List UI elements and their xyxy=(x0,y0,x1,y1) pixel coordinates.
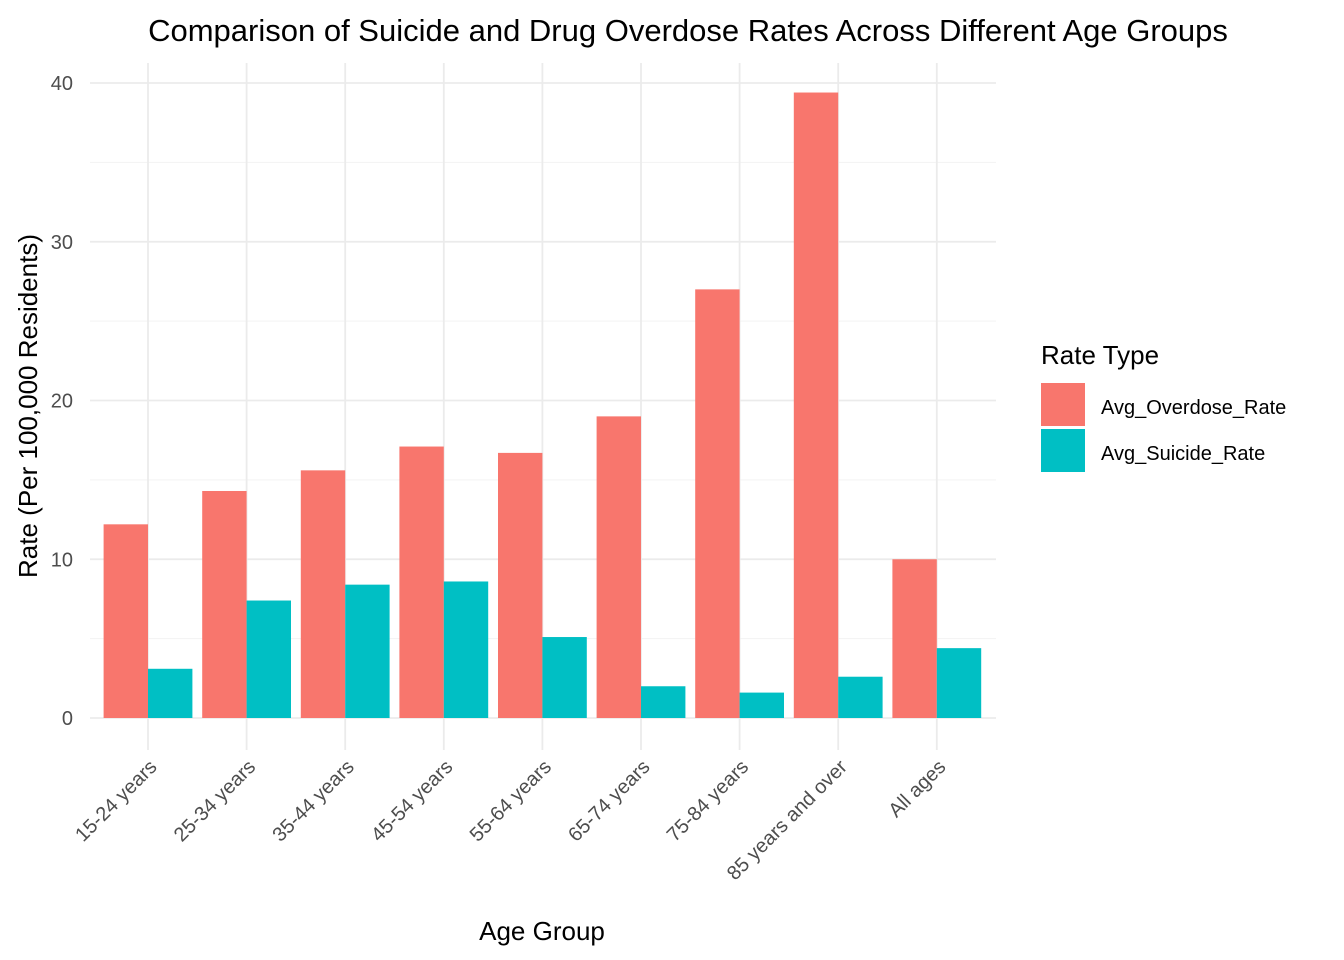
y-axis-ticks: 0 10 20 30 40 xyxy=(51,73,73,730)
bar-suicide-rate xyxy=(246,600,291,718)
x-tick-label: 55-64 years xyxy=(466,756,556,846)
y-tick-label: 0 xyxy=(62,708,73,730)
bar-overdose-rate xyxy=(892,559,937,718)
y-tick-label: 20 xyxy=(51,391,73,413)
y-axis-title: Rate (Per 100,000 Residents) xyxy=(13,234,43,578)
x-axis-ticks: 15-24 years 25-34 years 35-44 years 45-54 y… xyxy=(71,756,950,885)
bar-suicide-rate xyxy=(542,637,587,718)
legend-label-suicide: Avg_Suicide_Rate xyxy=(1101,443,1265,465)
bar-overdose-rate xyxy=(596,416,641,718)
bar-overdose-rate xyxy=(793,92,839,718)
x-tick-label: 25-34 years xyxy=(170,756,260,846)
bar-overdose-rate xyxy=(695,289,740,718)
legend: Rate Type Avg_Overdose_Rate Avg_Suicide_… xyxy=(1041,340,1286,472)
legend-title: Rate Type xyxy=(1041,340,1159,370)
bar-suicide-rate xyxy=(838,676,883,718)
bar-overdose-rate xyxy=(300,470,346,718)
bar-suicide-rate xyxy=(739,692,784,718)
bar-suicide-rate xyxy=(936,648,982,718)
legend-swatch-suicide xyxy=(1041,429,1085,472)
bar-suicide-rate xyxy=(345,584,390,718)
bar-overdose-rate xyxy=(498,452,543,718)
legend-label-overdose: Avg_Overdose_Rate xyxy=(1101,397,1286,419)
bar-suicide-rate xyxy=(641,686,686,718)
bar-overdose-rate xyxy=(202,490,247,718)
bar-suicide-rate xyxy=(148,668,193,718)
bar-overdose-rate xyxy=(399,446,444,718)
x-axis-title: Age Group xyxy=(479,916,605,946)
x-tick-label: 45-54 years xyxy=(367,756,457,846)
y-tick-label: 30 xyxy=(51,232,73,254)
y-tick-label: 40 xyxy=(51,73,73,95)
legend-swatch-overdose xyxy=(1041,383,1085,426)
x-tick-label: All ages xyxy=(884,756,950,822)
x-tick-label: 15-24 years xyxy=(71,756,161,846)
x-tick-label: 35-44 years xyxy=(268,756,358,846)
x-tick-label: 65-74 years xyxy=(564,756,654,846)
bar-suicide-rate xyxy=(443,581,489,718)
x-tick-label: 75-84 years xyxy=(663,756,753,846)
bar-overdose-rate xyxy=(103,524,148,718)
y-tick-label: 10 xyxy=(51,549,73,571)
bars-layer xyxy=(103,92,982,718)
chart-title: Comparison of Suicide and Drug Overdose … xyxy=(148,13,1228,48)
